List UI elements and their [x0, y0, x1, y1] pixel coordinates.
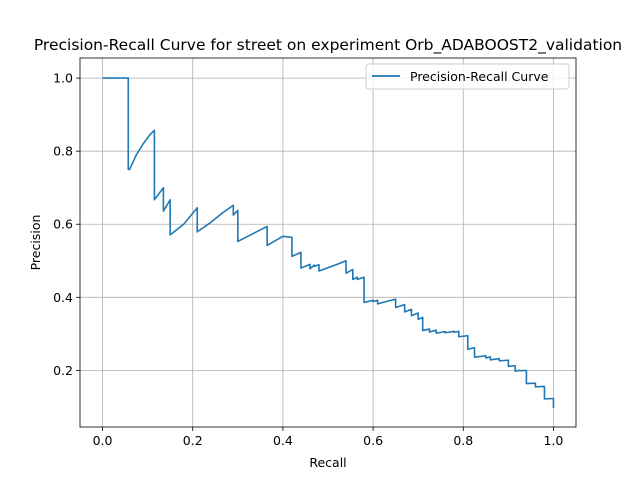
- y-tick-label: 0.4: [53, 290, 73, 305]
- x-tick-label: 0.2: [183, 433, 203, 448]
- x-tick-label: 0.8: [453, 433, 473, 448]
- x-axis-label: Recall: [309, 455, 346, 470]
- chart-title: Precision-Recall Curve for street on exp…: [34, 36, 622, 55]
- x-tick-label: 0.6: [363, 433, 383, 448]
- legend-box: [365, 63, 570, 90]
- x-tick-label: 1.0: [544, 433, 564, 448]
- legend: Precision-Recall Curve: [365, 63, 570, 90]
- legend-label: Precision-Recall Curve: [410, 69, 549, 84]
- y-tick-label: 0.2: [53, 363, 73, 378]
- x-tick-label: 0.4: [273, 433, 293, 448]
- axis-ticks: 0.0 0.2 0.4 0.6 0.8 1.0 0.2 0.4 0.6 0.8 1.0: [53, 71, 563, 448]
- y-tick-label: 0.8: [53, 144, 73, 159]
- plot-area-frame: [79, 57, 577, 428]
- series-line-0: [102, 77, 555, 408]
- y-axis-label: Precision: [28, 215, 43, 271]
- y-tick-label: 0.6: [53, 217, 73, 232]
- y-tick-label: 1.0: [53, 71, 73, 86]
- x-tick-label: 0.0: [93, 433, 113, 448]
- series-layer: [102, 77, 555, 408]
